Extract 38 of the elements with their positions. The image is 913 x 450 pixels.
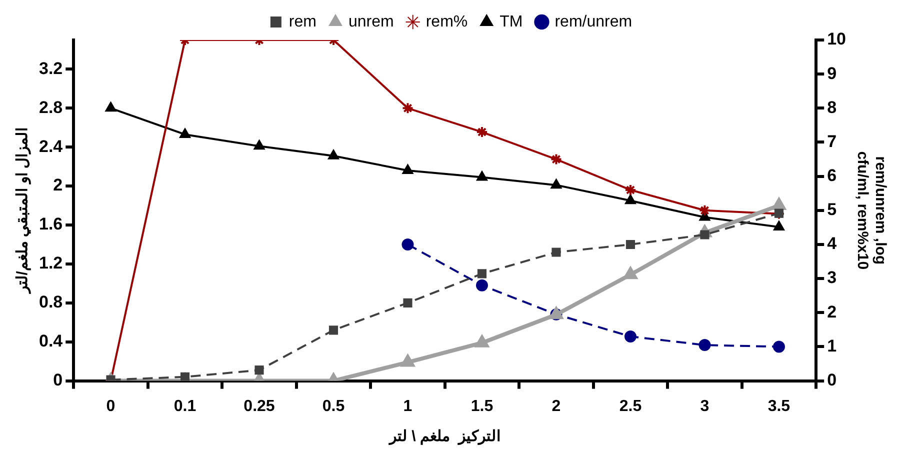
x-tick-label: 0.1: [174, 398, 196, 415]
y2-tick-label: 0: [827, 370, 837, 390]
y2-axis-title: rem/unrem ,log cfu/ml, rem%x10: [854, 151, 889, 270]
x-tick-label: 2: [552, 398, 561, 415]
y-tick-label: 1.6: [38, 214, 63, 234]
x-tick-label: 2.5: [619, 398, 642, 415]
x-tick-label: 0: [106, 398, 116, 415]
legend-label: rem%: [426, 13, 468, 30]
y-tick-label: 0.8: [38, 292, 63, 312]
legend-label: TM: [500, 13, 523, 30]
y2-tick-label: 5: [827, 200, 837, 220]
x-axis-title: التركيز ملغم \ لتر: [388, 428, 500, 446]
x-tick-label: 1: [403, 398, 412, 415]
x-tick-label: 3: [700, 398, 710, 415]
y2-tick-label: 2: [827, 302, 837, 322]
x-tick-label: 0.25: [244, 398, 275, 415]
y2-tick-label: 1: [827, 336, 837, 356]
legend-label: rem: [288, 13, 316, 30]
y-tick-label: 1.2: [38, 254, 63, 273]
y-tick-label: 3.2: [38, 58, 63, 78]
y2-tick-label: 9: [827, 64, 837, 83]
y2-tick-label: 3: [827, 268, 837, 288]
legend-label: unrem: [348, 13, 394, 30]
y-tick-label: 0: [53, 370, 63, 390]
x-tick-label: 0.5: [322, 398, 345, 415]
legend-label: rem/unrem: [554, 13, 632, 30]
x-tick-label: 3.5: [768, 398, 790, 415]
y-tick-label: 2: [53, 176, 63, 195]
y2-tick-label: 7: [827, 132, 837, 151]
y2-tick-label: 8: [827, 98, 837, 117]
y2-tick-label: 6: [827, 166, 837, 186]
y-tick-label: 2.8: [38, 98, 63, 117]
y-axis-title: المزال او المتبقي ملغم/لتر: [14, 128, 32, 294]
y-tick-label: 0.4: [38, 332, 64, 351]
y-tick-label: 2.4: [38, 136, 64, 156]
y2-tick-label: 10: [827, 30, 846, 49]
x-tick-label: 1.5: [470, 398, 494, 415]
y2-tick-label: 4: [827, 234, 838, 254]
